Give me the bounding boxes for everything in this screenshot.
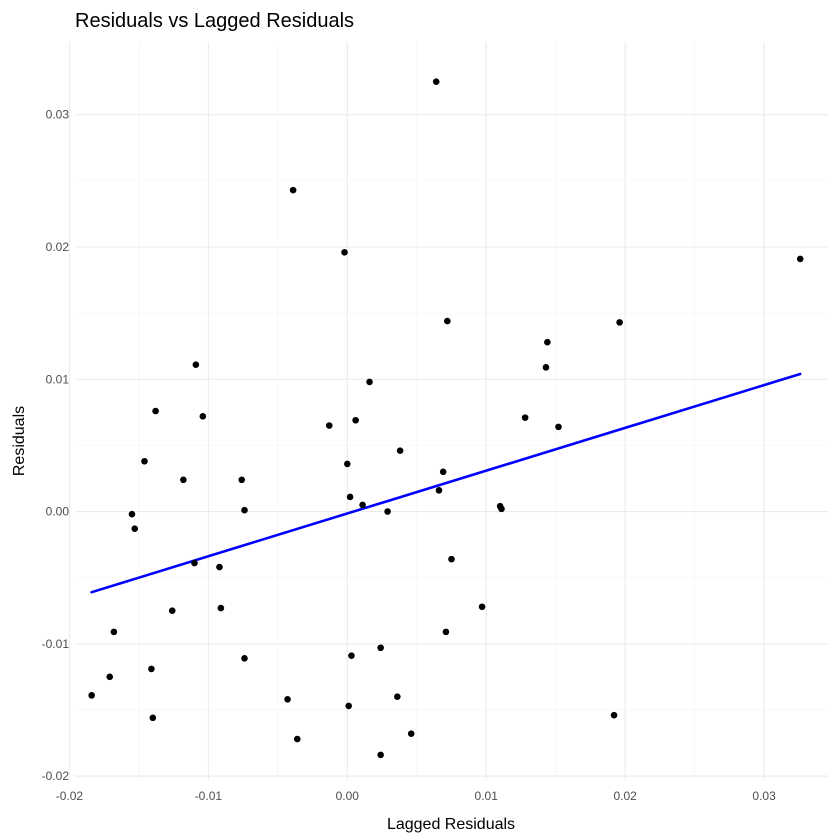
x-tick-label: 0.02 [613, 789, 637, 803]
data-point [106, 673, 114, 681]
data-point [192, 361, 200, 369]
data-point [435, 487, 443, 494]
data-point [341, 248, 348, 256]
data-point [325, 422, 333, 429]
data-point [359, 501, 366, 509]
y-tick-label: 0.00 [46, 505, 70, 519]
trend-line [90, 372, 802, 594]
data-point [238, 476, 246, 484]
data-point [396, 447, 404, 454]
x-tick-label: -0.02 [56, 789, 84, 803]
data-point [442, 628, 450, 636]
data-point [131, 525, 139, 533]
data-point [377, 751, 384, 759]
data-point [448, 555, 455, 563]
data-point [444, 317, 451, 325]
data-point [293, 735, 301, 743]
x-tick-label: 0.03 [752, 789, 776, 803]
data-point [289, 186, 297, 194]
x-tick-label: 0.00 [336, 789, 360, 803]
data-point [128, 510, 136, 518]
data-point [498, 505, 505, 513]
data-point [407, 730, 415, 738]
data-point [148, 665, 155, 673]
data-point [216, 563, 223, 571]
x-tick-label: 0.01 [475, 789, 499, 803]
data-point [555, 423, 562, 431]
data-point [394, 693, 401, 700]
data-point [345, 702, 352, 710]
data-point [168, 607, 176, 615]
data-point [149, 714, 157, 722]
data-point [366, 378, 373, 386]
data-point [346, 493, 354, 501]
data-point [542, 364, 550, 371]
data-point [377, 644, 384, 652]
data-point [241, 506, 248, 514]
x-axis-ticks: -0.02 -0.01 0.00 0.01 0.02 0.03 [56, 789, 776, 803]
data-point [217, 604, 225, 612]
data-point [199, 412, 207, 420]
data-point [432, 78, 440, 85]
data-point [352, 416, 359, 424]
data-point [284, 696, 291, 703]
y-tick-label: 0.01 [46, 372, 70, 386]
chart-title: Residuals vs Lagged Residuals [75, 10, 354, 32]
data-points [88, 78, 804, 759]
x-axis-label: Lagged Residuals [387, 816, 515, 833]
data-point [152, 407, 159, 415]
y-tick-label: -0.02 [42, 769, 70, 783]
x-tick-label: -0.01 [195, 789, 223, 803]
data-point [521, 414, 529, 421]
data-point [141, 457, 148, 465]
data-point [616, 319, 623, 326]
data-point [439, 468, 447, 476]
data-point [88, 692, 95, 699]
y-tick-label: 0.03 [46, 108, 70, 122]
data-point [796, 255, 804, 263]
data-point [191, 559, 198, 567]
data-point [348, 652, 355, 659]
grid [68, 42, 828, 780]
data-point [344, 460, 351, 468]
data-point [544, 338, 551, 346]
data-point [610, 711, 618, 719]
trend-line-group [90, 372, 802, 594]
data-point [180, 476, 187, 484]
y-axis-label: Residuals [11, 406, 28, 476]
data-point [110, 628, 118, 636]
y-tick-label: 0.02 [46, 240, 70, 254]
data-point [478, 603, 486, 611]
y-tick-label: -0.01 [42, 637, 70, 651]
data-point [384, 508, 391, 515]
data-point [241, 655, 248, 662]
y-axis-ticks: -0.02 -0.01 0.00 0.01 0.02 0.03 [42, 108, 70, 783]
